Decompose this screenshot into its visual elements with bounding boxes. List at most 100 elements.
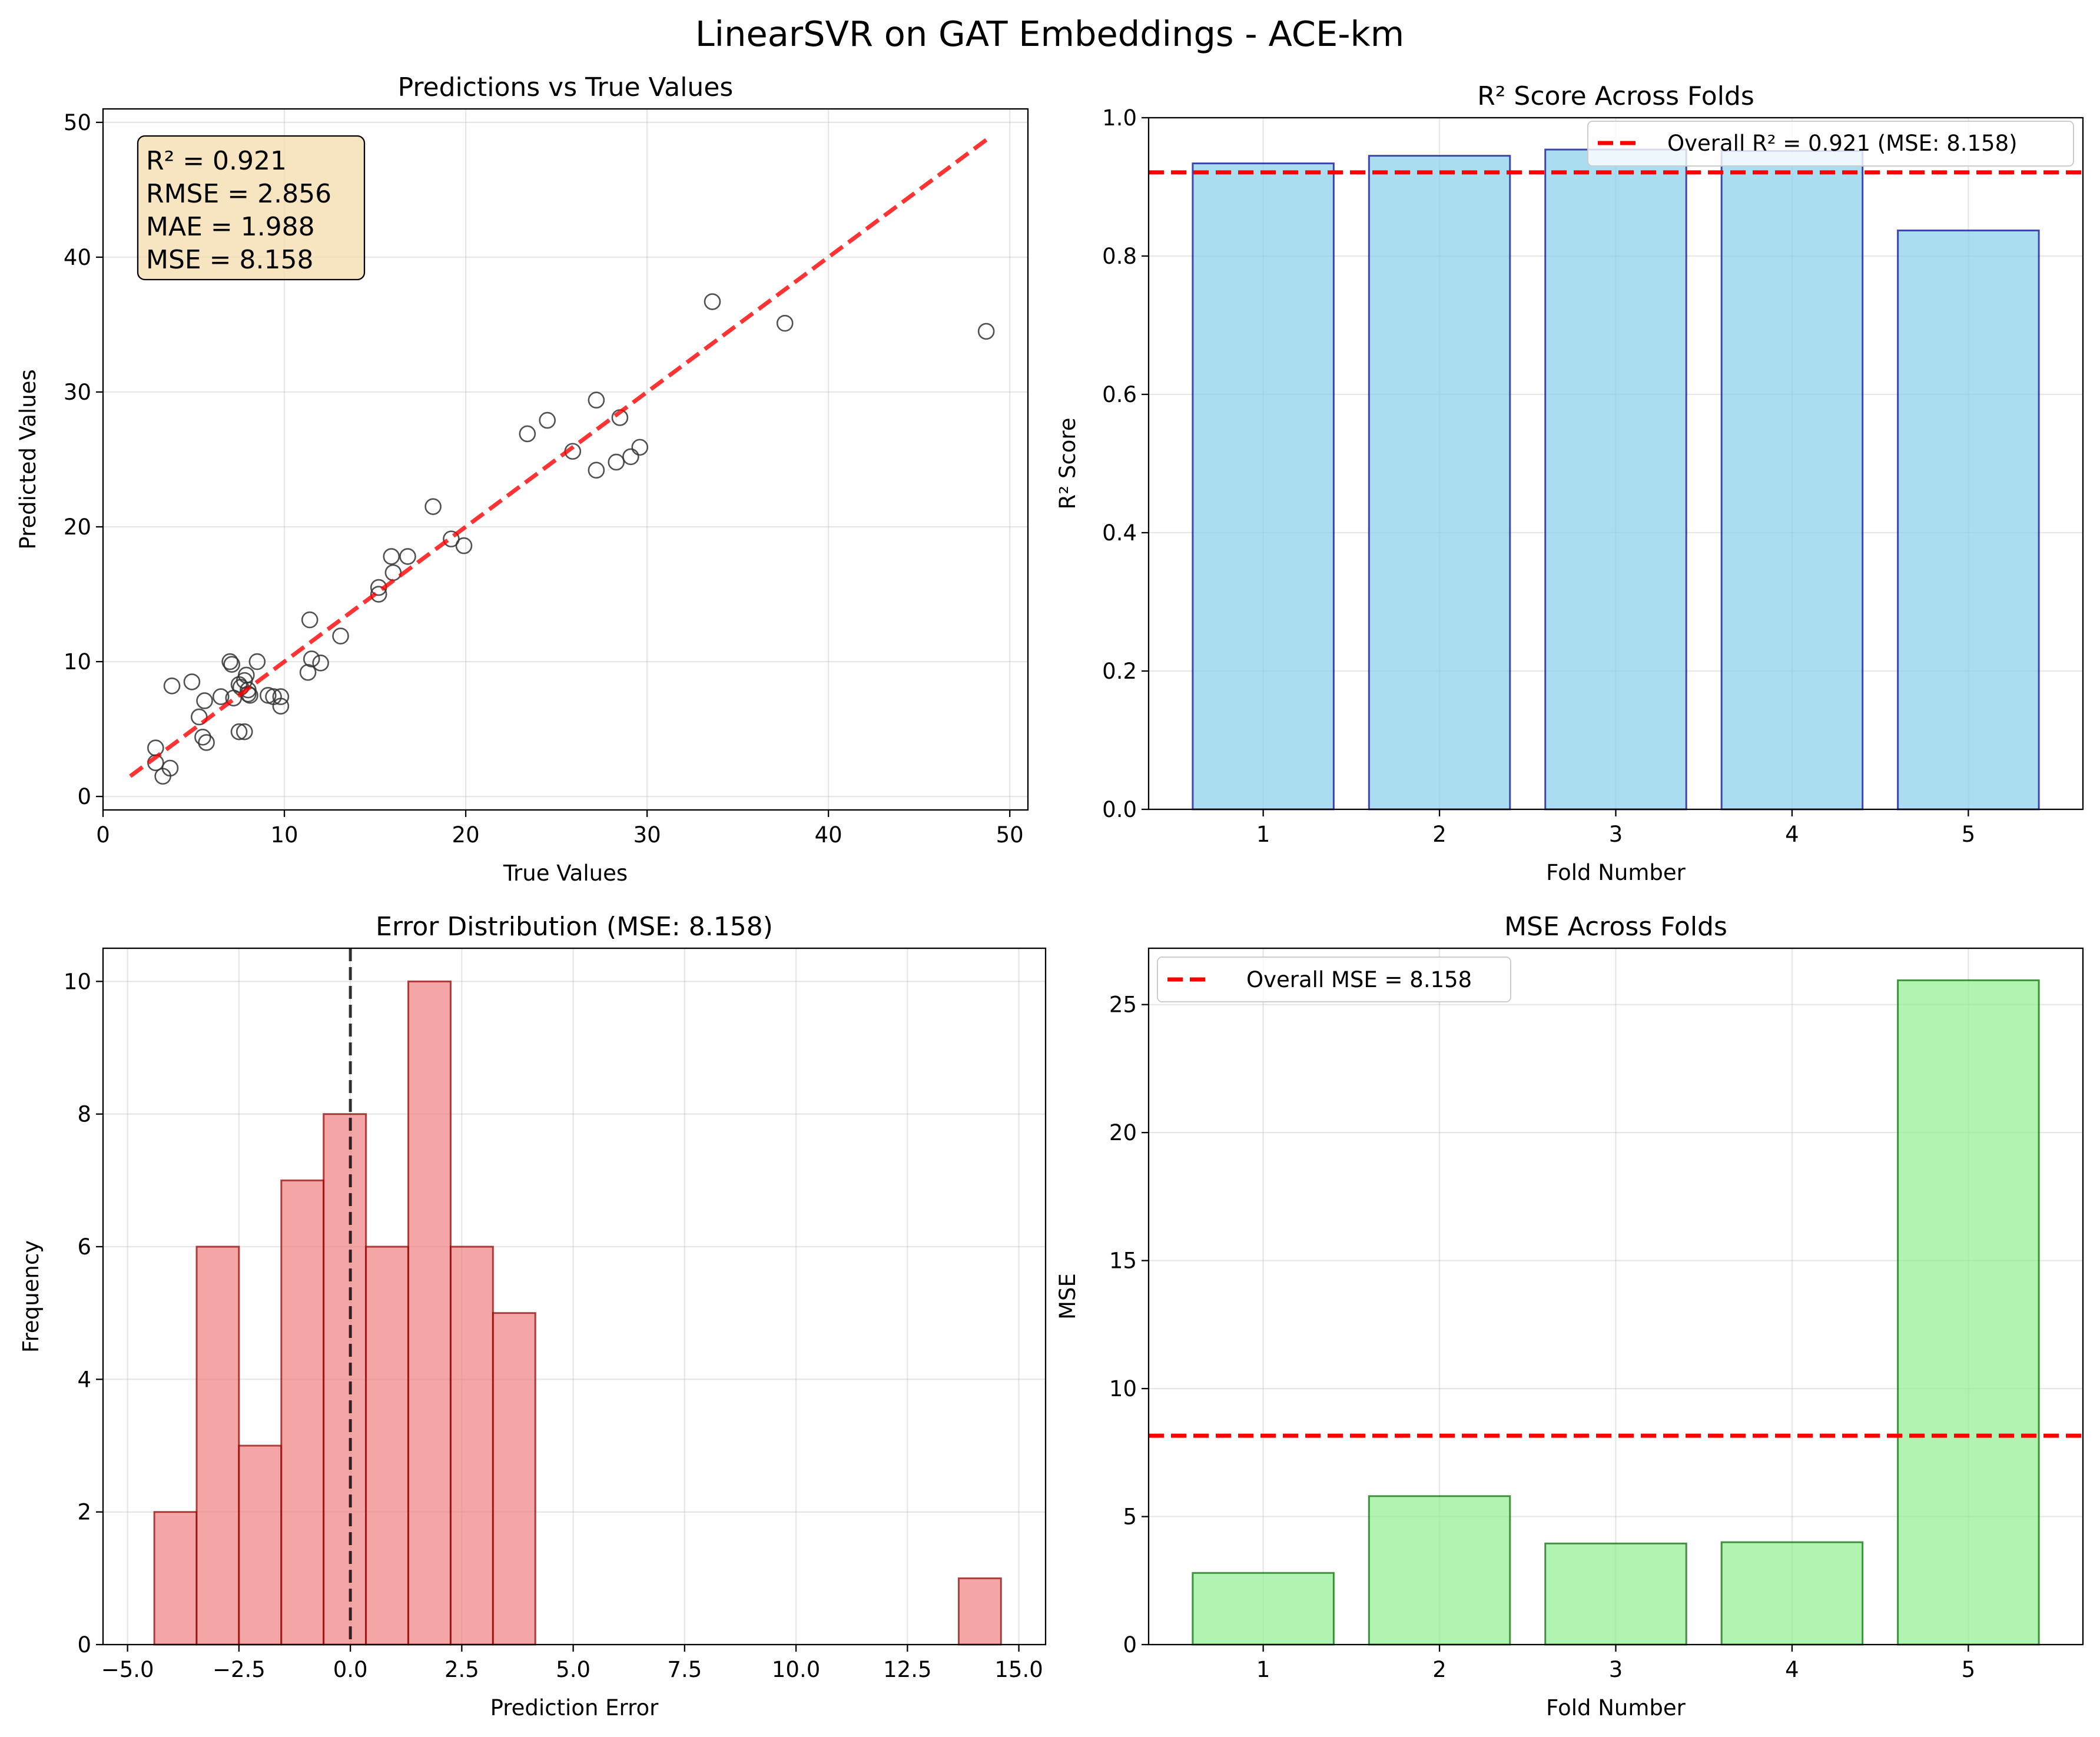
x-tick-label: 7.5 [667, 1657, 702, 1682]
y-tick-label: 0.4 [1102, 520, 1137, 546]
scatter-point [312, 655, 329, 672]
y-tick-label: 30 [64, 380, 91, 405]
scatter-point [519, 425, 536, 443]
x-tick-label: 30 [633, 822, 661, 848]
histogram-bar [449, 1246, 494, 1646]
scatter-point [198, 734, 215, 751]
x-tick-label: 20 [452, 822, 480, 848]
stats-line: MAE = 1.988 [146, 212, 315, 242]
plot-frame [1147, 947, 2084, 1646]
y-tick-label: 15 [1109, 1248, 1137, 1274]
error-histogram-panel: −5.0 −2.5 0.0 2.5 5.0 7.5 10.0 12.5 15.0 0 2 4 6 8 10 E… [18, 912, 1047, 1721]
scatter-point [776, 314, 794, 332]
stats-box [137, 135, 366, 281]
scatter-point [299, 664, 317, 681]
y-axis-label: Frequency [18, 1240, 44, 1353]
scatter-point [588, 461, 605, 479]
scatter-point [194, 729, 211, 746]
x-tick-label: 10.0 [772, 1657, 820, 1682]
histogram-bar [195, 1246, 240, 1646]
x-tick-label: 5 [1962, 1657, 1976, 1682]
x-tick-label: 15.0 [994, 1657, 1043, 1682]
y-tick-label: 10 [64, 969, 91, 994]
y-axis-label: Predicted Values [15, 369, 41, 549]
scatter-point [622, 448, 639, 466]
y-tick-label: 4 [77, 1367, 91, 1392]
scatter-point [161, 759, 179, 777]
fold-bar [1544, 148, 1687, 811]
histogram-bar [492, 1312, 536, 1646]
stats-line: R² = 0.921 [146, 146, 287, 176]
x-tick-label: 10 [270, 822, 298, 848]
fold-bar [1192, 1572, 1335, 1646]
x-tick-label: −5.0 [101, 1657, 154, 1682]
y-tick-label: 0 [1123, 1632, 1137, 1658]
panel-title: R² Score Across Folds [1477, 81, 1754, 111]
x-axis-label: Fold Number [1546, 1695, 1686, 1721]
histogram-bar [957, 1577, 1002, 1646]
x-tick-label: 4 [1785, 1657, 1799, 1682]
scatter-point [221, 653, 238, 670]
y-tick-label: 1.0 [1102, 105, 1137, 131]
histogram-bar [153, 1511, 198, 1646]
fold-bar [1897, 230, 2040, 811]
x-tick-label: 3 [1609, 1657, 1623, 1682]
y-tick-label: 6 [77, 1234, 91, 1260]
x-tick-label: 0.0 [333, 1657, 368, 1682]
scatter-point [212, 688, 230, 705]
y-tick-label: 10 [1109, 1376, 1137, 1401]
figure-suptitle: LinearSVR on GAT Embeddings - ACE-km [695, 14, 1404, 54]
x-tick-label: 2 [1432, 822, 1447, 847]
legend-box [1587, 121, 2074, 167]
x-tick-label: 2.5 [444, 1657, 479, 1682]
x-tick-label: 4 [1785, 822, 1799, 847]
panel-title: Predictions vs True Values [398, 72, 734, 102]
y-tick-label: 0.6 [1102, 382, 1137, 407]
y-tick-label: 40 [64, 245, 91, 270]
x-axis-label: Fold Number [1546, 860, 1686, 885]
scatter-point [196, 692, 213, 709]
r2-bar-panel: 1 2 3 4 5 0.0 0.2 0.4 0.6 0.8 1.0 R² Score Across F… [1055, 81, 2084, 885]
scatter-point [399, 548, 416, 565]
y-tick-label: 20 [1109, 1120, 1137, 1145]
scatter-point [631, 439, 649, 456]
x-axis-label: Prediction Error [490, 1695, 659, 1721]
legend-label: Overall R² = 0.921 (MSE: 8.158) [1667, 131, 2018, 156]
y-tick-label: 2 [77, 1500, 91, 1525]
scatter-point [301, 611, 319, 629]
scatter-point [588, 391, 605, 409]
scatter-point [183, 673, 201, 690]
x-axis-label: True Values [503, 861, 628, 886]
x-tick-label: 1 [1256, 822, 1270, 847]
scatter-point [223, 656, 241, 673]
y-tick-label: 10 [64, 649, 91, 675]
x-tick-label: −2.5 [213, 1657, 266, 1682]
panel-title: MSE Across Folds [1504, 912, 1727, 942]
y-tick-label: 0.8 [1102, 244, 1137, 269]
y-tick-label: 0 [77, 1632, 91, 1658]
scatter-point [370, 586, 387, 603]
panel-title: Error Distribution (MSE: 8.158) [376, 912, 773, 942]
y-tick-label: 25 [1109, 992, 1137, 1018]
legend-label: Overall MSE = 8.158 [1246, 967, 1472, 992]
stats-line: RMSE = 2.856 [146, 179, 331, 209]
x-tick-label: 3 [1609, 822, 1623, 847]
fold-bar [1368, 155, 1511, 811]
plot-frame [102, 108, 1029, 811]
fold-bar [1720, 1541, 1864, 1646]
scatter-point [163, 677, 181, 695]
x-tick-label: 2 [1432, 1657, 1447, 1682]
scatter-point [303, 650, 320, 667]
x-tick-label: 5 [1962, 822, 1976, 847]
scatter-point [235, 723, 253, 740]
histogram-bar [280, 1179, 325, 1646]
stats-line: MSE = 8.158 [146, 245, 314, 275]
scatter-point [383, 548, 400, 565]
mse-bar-panel: 1 2 3 4 5 0 5 10 15 20 25 MSE Across Folds Fold Numb… [1055, 912, 2084, 1721]
scatter-point [272, 688, 290, 705]
x-tick-label: 12.5 [883, 1657, 931, 1682]
fold-bar [1192, 162, 1335, 811]
y-tick-label: 8 [77, 1102, 91, 1127]
